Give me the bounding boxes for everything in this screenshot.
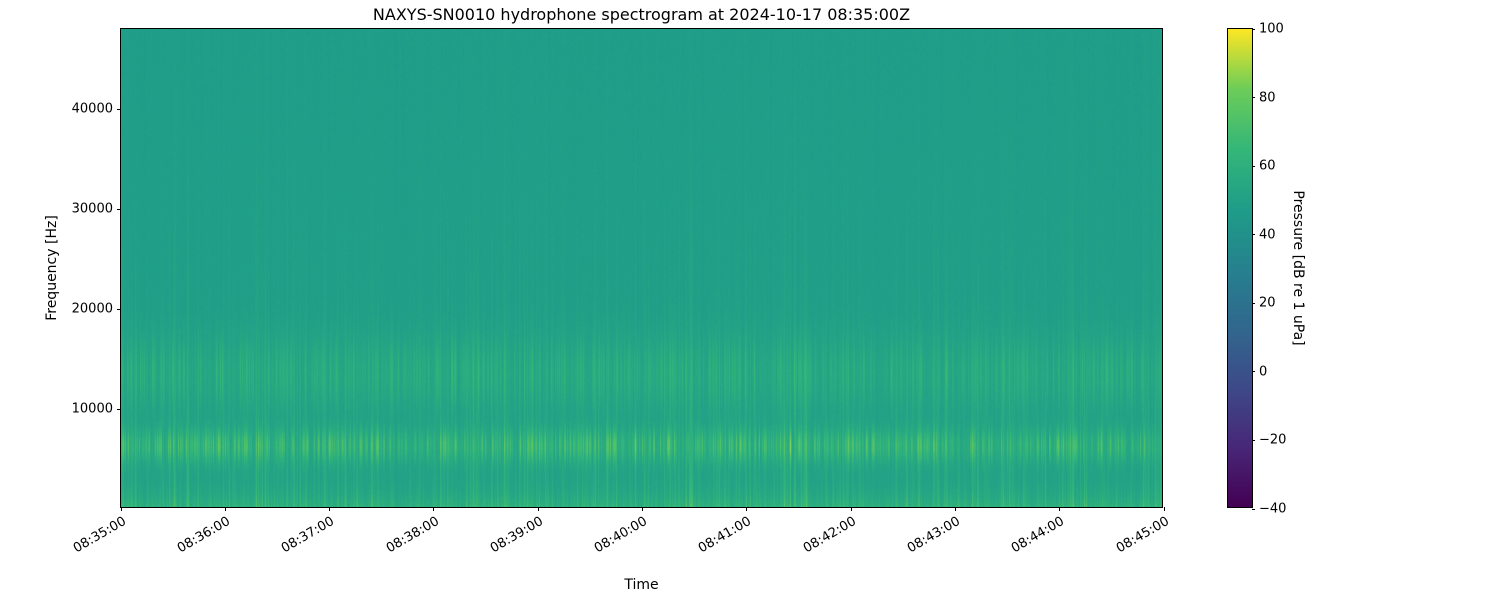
colorbar: 100 80 60 40 20 0 −20 −40 [1227, 22, 1286, 517]
colorbar-tick-mark [1252, 439, 1255, 441]
x-tick-label: 08:40:00 [591, 514, 650, 557]
colorbar-label: Pressure [dB re 1 uPa] [1290, 190, 1306, 346]
colorbar-tick-label: −40 [1259, 501, 1287, 517]
x-tick-label: 08:45:00 [1113, 514, 1172, 557]
plot-title: NAXYS-SN0010 hydrophone spectrogram at 2… [372, 5, 911, 24]
colorbar-tick-mark [1252, 234, 1255, 236]
y-axis-label: Frequency [Hz] [44, 215, 60, 321]
x-tick-mark [433, 507, 435, 511]
x-tick-mark [224, 507, 226, 511]
y-tick-label: 20000 [71, 301, 113, 317]
colorbar-tick-label: 80 [1259, 90, 1276, 106]
x-tick-label: 08:36:00 [174, 514, 233, 557]
colorbar-tick-label: 60 [1259, 158, 1276, 174]
x-tick-mark [746, 507, 748, 511]
spectrogram-canvas [121, 29, 1162, 507]
x-tick-mark [850, 507, 852, 511]
y-tick-mark [117, 308, 121, 310]
colorbar-tick-mark [1252, 28, 1255, 30]
x-tick-label: 08:41:00 [696, 514, 755, 557]
x-tick-label: 08:37:00 [279, 514, 338, 557]
y-tick-mark [117, 208, 121, 210]
colorbar-tick-label: 40 [1259, 227, 1276, 243]
x-tick-label: 08:35:00 [70, 514, 129, 557]
x-tick-label: 08:43:00 [904, 514, 963, 557]
colorbar-tick-mark [1252, 165, 1255, 167]
x-tick-mark [120, 507, 122, 511]
x-tick-mark [642, 507, 643, 511]
x-tick-mark [1059, 507, 1061, 511]
colorbar-tick-mark [1252, 508, 1255, 510]
colorbar-tick-label: 0 [1259, 364, 1268, 380]
x-tick-mark [954, 507, 956, 511]
colorbar-tick-mark [1252, 371, 1255, 373]
x-tick-label: 08:42:00 [800, 514, 859, 557]
y-tick-label: 40000 [71, 101, 113, 117]
x-tick-label: 08:38:00 [383, 514, 442, 557]
colorbar-tick-mark [1252, 302, 1255, 304]
colorbar-tick-mark [1252, 97, 1255, 99]
colorbar-tick-label: 100 [1259, 21, 1284, 37]
y-tick-label: 10000 [71, 401, 113, 417]
x-tick-mark [537, 507, 539, 511]
y-tick-mark [117, 408, 121, 410]
x-tick-label: 08:44:00 [1009, 514, 1068, 557]
x-tick-mark [1163, 507, 1165, 511]
spectrogram-plot: 08:35:00 08:36:00 08:37:00 08:38:00 08:39:00… [70, 28, 1172, 556]
y-tick-mark [117, 108, 121, 110]
colorbar-canvas [1228, 29, 1252, 507]
x-axis-label: Time [624, 577, 659, 593]
y-tick-label: 30000 [71, 201, 113, 217]
x-tick-mark [329, 507, 331, 511]
x-tick-label: 08:39:00 [487, 514, 546, 557]
colorbar-tick-label: 20 [1259, 295, 1276, 311]
colorbar-tick-label: −20 [1259, 432, 1287, 448]
